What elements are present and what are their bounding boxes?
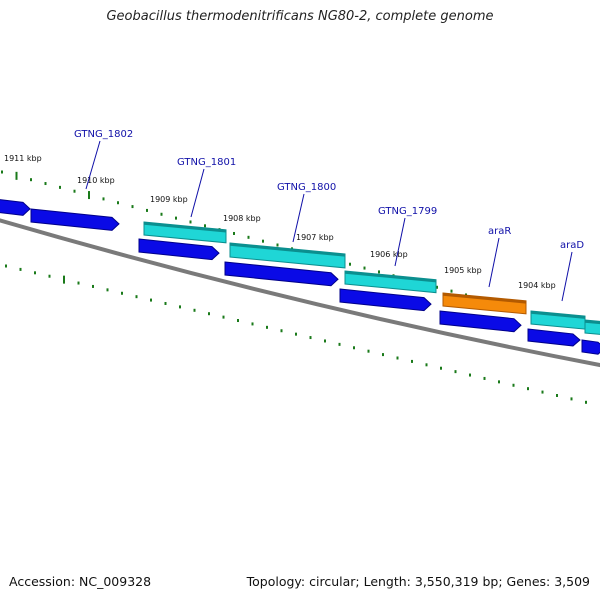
gene-label[interactable]: GTNG_1802: [74, 129, 133, 140]
gene-label[interactable]: araR: [488, 226, 511, 237]
gene-feature[interactable]: [442, 292, 527, 315]
gene-label[interactable]: araD: [560, 240, 584, 251]
cds-feature[interactable]: [339, 288, 432, 312]
gene-leader-line: [394, 217, 406, 267]
gene-leader-line: [190, 168, 205, 218]
cds-feature[interactable]: [581, 339, 600, 355]
cds-feature[interactable]: [224, 261, 339, 287]
gene-leader-line: [292, 193, 305, 243]
kbp-label: 1904 kbp: [518, 281, 556, 290]
kbp-label: 1909 kbp: [150, 195, 188, 204]
gene-leader-line: [561, 251, 573, 302]
genome-backbone: [0, 218, 600, 368]
gene-leader-line: [488, 237, 500, 288]
map-title: Geobacillus thermodenitrificans NG80-2, …: [106, 9, 494, 24]
gene-leader-line: [85, 140, 101, 190]
gene-edge: [143, 222, 227, 233]
cds-feature[interactable]: [30, 208, 120, 231]
gene-edge: [229, 243, 346, 257]
kbp-label: 1907 kbp: [296, 233, 334, 242]
cds-feature[interactable]: [439, 310, 522, 333]
gene-label[interactable]: GTNG_1800: [277, 182, 336, 193]
cds-feature[interactable]: [527, 328, 581, 347]
gene-edge: [584, 320, 600, 325]
gene-edge: [530, 311, 586, 319]
kbp-label: 1908 kbp: [223, 214, 261, 223]
accession-text: Accession: NC_009328: [9, 574, 152, 589]
kbp-label: 1911 kbp: [4, 154, 42, 163]
kbp-label: 1910 kbp: [77, 176, 115, 185]
gene-edge: [344, 271, 437, 283]
cds-feature[interactable]: [138, 238, 220, 261]
gene-label[interactable]: GTNG_1799: [378, 206, 437, 217]
gene-label[interactable]: GTNG_1801: [177, 157, 236, 168]
topology-summary: Topology: circular; Length: 3,550,319 bp…: [246, 574, 590, 589]
kbp-label: 1905 kbp: [444, 266, 482, 275]
gene-feature[interactable]: [143, 221, 227, 244]
gene-feature[interactable]: [344, 270, 437, 294]
gene-feature[interactable]: [229, 242, 346, 269]
cds-feature[interactable]: [0, 199, 31, 216]
kbp-label: 1906 kbp: [370, 250, 408, 259]
gene-edge: [442, 293, 527, 304]
